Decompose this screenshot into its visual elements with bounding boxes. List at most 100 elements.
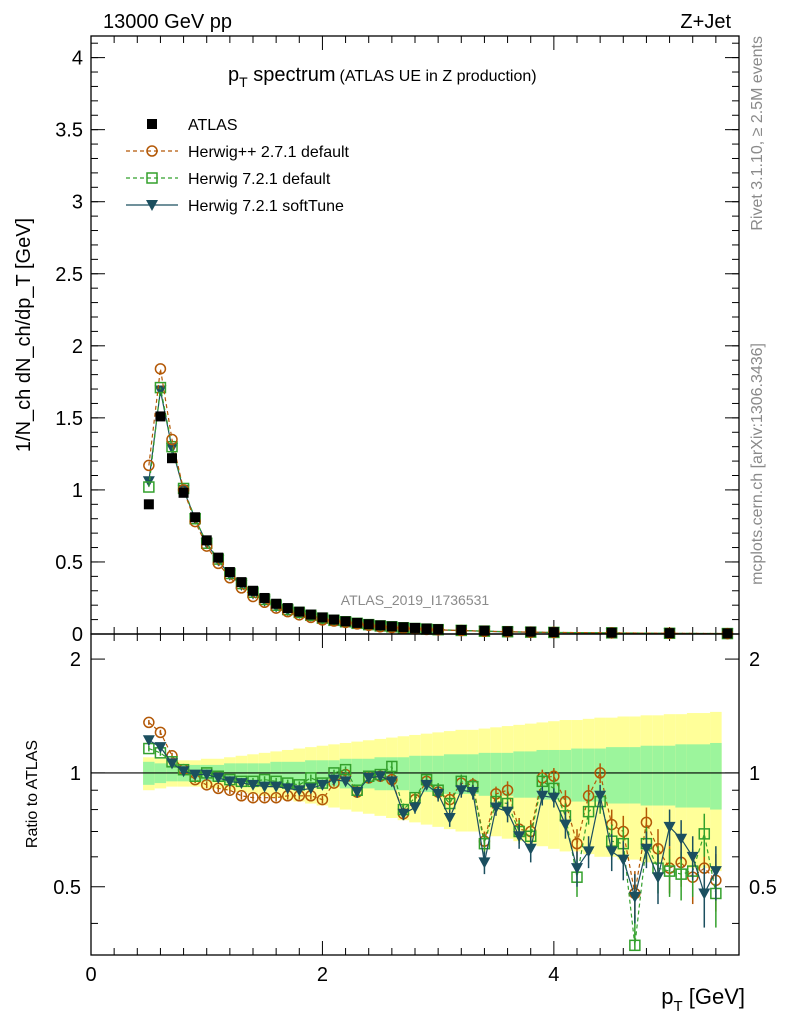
main-title: pT spectrum (ATLAS UE in Z production)	[228, 64, 537, 90]
ratio-point	[385, 776, 398, 788]
ratio-series-herwig-7-2-1-softtune	[142, 735, 722, 928]
main-point	[502, 626, 513, 637]
main-point	[190, 512, 201, 523]
ratio-xtick-label: 0	[85, 964, 96, 986]
main-series-line	[148, 387, 728, 635]
xlabel-sub: T	[673, 998, 682, 1015]
band-inner-bin	[640, 745, 653, 806]
ratio-point	[582, 805, 595, 818]
band-inner-bin	[524, 751, 537, 798]
ratio-point	[362, 772, 375, 784]
ratio-ytick-label-right: 0.5	[749, 877, 777, 899]
main-point	[294, 606, 305, 617]
main-point	[305, 609, 316, 620]
band-inner-bin	[397, 757, 410, 791]
main-axes: 0 0.5 1 1.5 2 2.5 3 3.5 4	[55, 36, 739, 646]
ratio-point	[420, 779, 433, 791]
ratio-point	[559, 819, 572, 831]
band-inner-bin	[710, 742, 722, 810]
main-point	[479, 625, 490, 636]
main-point	[317, 612, 328, 623]
main-point	[664, 628, 675, 639]
main-point	[329, 614, 339, 625]
ratio-point	[524, 843, 537, 855]
ratio-point	[258, 781, 271, 793]
legend-entry: ATLAS	[147, 117, 238, 134]
ratio-point	[605, 846, 618, 858]
legend-label: Herwig 7.2.1 softTune	[188, 198, 344, 215]
mcplots-label: mcplots.cern.ch [arXiv:1306.3436]	[749, 343, 766, 585]
ratio-point	[305, 772, 317, 784]
main-point	[456, 624, 467, 635]
main-ytick-label: 4	[72, 48, 83, 70]
legend-marker	[147, 119, 157, 129]
ratio-ytick-label: 1	[70, 763, 81, 785]
legend-entry: Herwig 7.2.1 default	[126, 171, 331, 188]
ratio-point	[698, 888, 711, 900]
ratio-point	[455, 785, 468, 797]
ratio-point	[143, 716, 155, 729]
band-inner-bin	[478, 752, 491, 796]
ratio-point	[675, 868, 687, 880]
main-point	[271, 598, 282, 609]
band-inner-bin	[652, 745, 664, 806]
band-inner-bin	[513, 751, 525, 798]
ratio-point	[513, 831, 526, 843]
ratio-point	[478, 857, 491, 869]
main-point	[410, 622, 420, 633]
analysis-id: ATLAS_2019_I1736531	[341, 592, 490, 608]
ratio-point	[628, 891, 641, 903]
ratio-point	[547, 792, 560, 804]
ratio-point	[223, 776, 236, 788]
ratio-point	[247, 791, 259, 804]
main-ytick-label: 2.5	[55, 264, 83, 286]
main-point	[248, 585, 258, 596]
ratio-point	[374, 771, 387, 783]
main-ytick-label: 1	[72, 480, 83, 502]
main-ytick-label: 3.5	[55, 120, 83, 142]
main-ytick-label: 0.5	[55, 552, 83, 574]
main-point	[201, 535, 212, 546]
ratio-point	[432, 788, 445, 800]
ratio-point	[339, 763, 352, 776]
ratio-point	[200, 769, 213, 781]
main-point	[143, 481, 155, 493]
main-point	[178, 487, 189, 498]
band-inner-bin	[443, 754, 456, 794]
main-series-atlas	[143, 411, 733, 639]
ratio-frame	[90, 633, 740, 956]
main-point	[154, 363, 167, 375]
main-point	[606, 627, 617, 638]
ratio-point	[258, 791, 271, 804]
ratio-xtick-label: 2	[317, 964, 328, 986]
ratio-point	[629, 939, 641, 952]
ratio-point	[316, 793, 329, 806]
main-point	[154, 385, 167, 397]
legend-entry: Herwig 7.2.1 softTune	[126, 198, 344, 215]
band-inner-bin	[409, 755, 421, 793]
band-inner-bin	[490, 752, 502, 796]
ratio-point	[177, 766, 190, 778]
band-inner-bin	[571, 748, 583, 802]
ratio-point	[328, 774, 340, 786]
main-ytick-label: 0	[72, 624, 83, 646]
ratio-point	[571, 863, 583, 875]
ratio-point	[501, 806, 514, 818]
main-point	[143, 499, 154, 510]
ratio-series-line	[148, 747, 717, 946]
ratio-series-line	[148, 721, 717, 894]
main-point	[167, 453, 177, 464]
ratio-point	[594, 790, 607, 802]
ratio-point	[316, 779, 329, 791]
ratio-xtick-label: 4	[548, 964, 559, 986]
xlabel-rest: [GeV]	[683, 984, 745, 1009]
band-inner-bin	[617, 747, 630, 804]
header-left: 13000 GeV pp	[103, 11, 232, 33]
ratio-point	[166, 758, 178, 770]
band-inner-bin	[675, 744, 687, 808]
main-title-rest: spectrum	[248, 64, 336, 86]
ratio-point	[617, 854, 630, 866]
ratio-ylabel: Ratio to ATLAS	[24, 740, 41, 848]
main-point	[433, 624, 444, 635]
